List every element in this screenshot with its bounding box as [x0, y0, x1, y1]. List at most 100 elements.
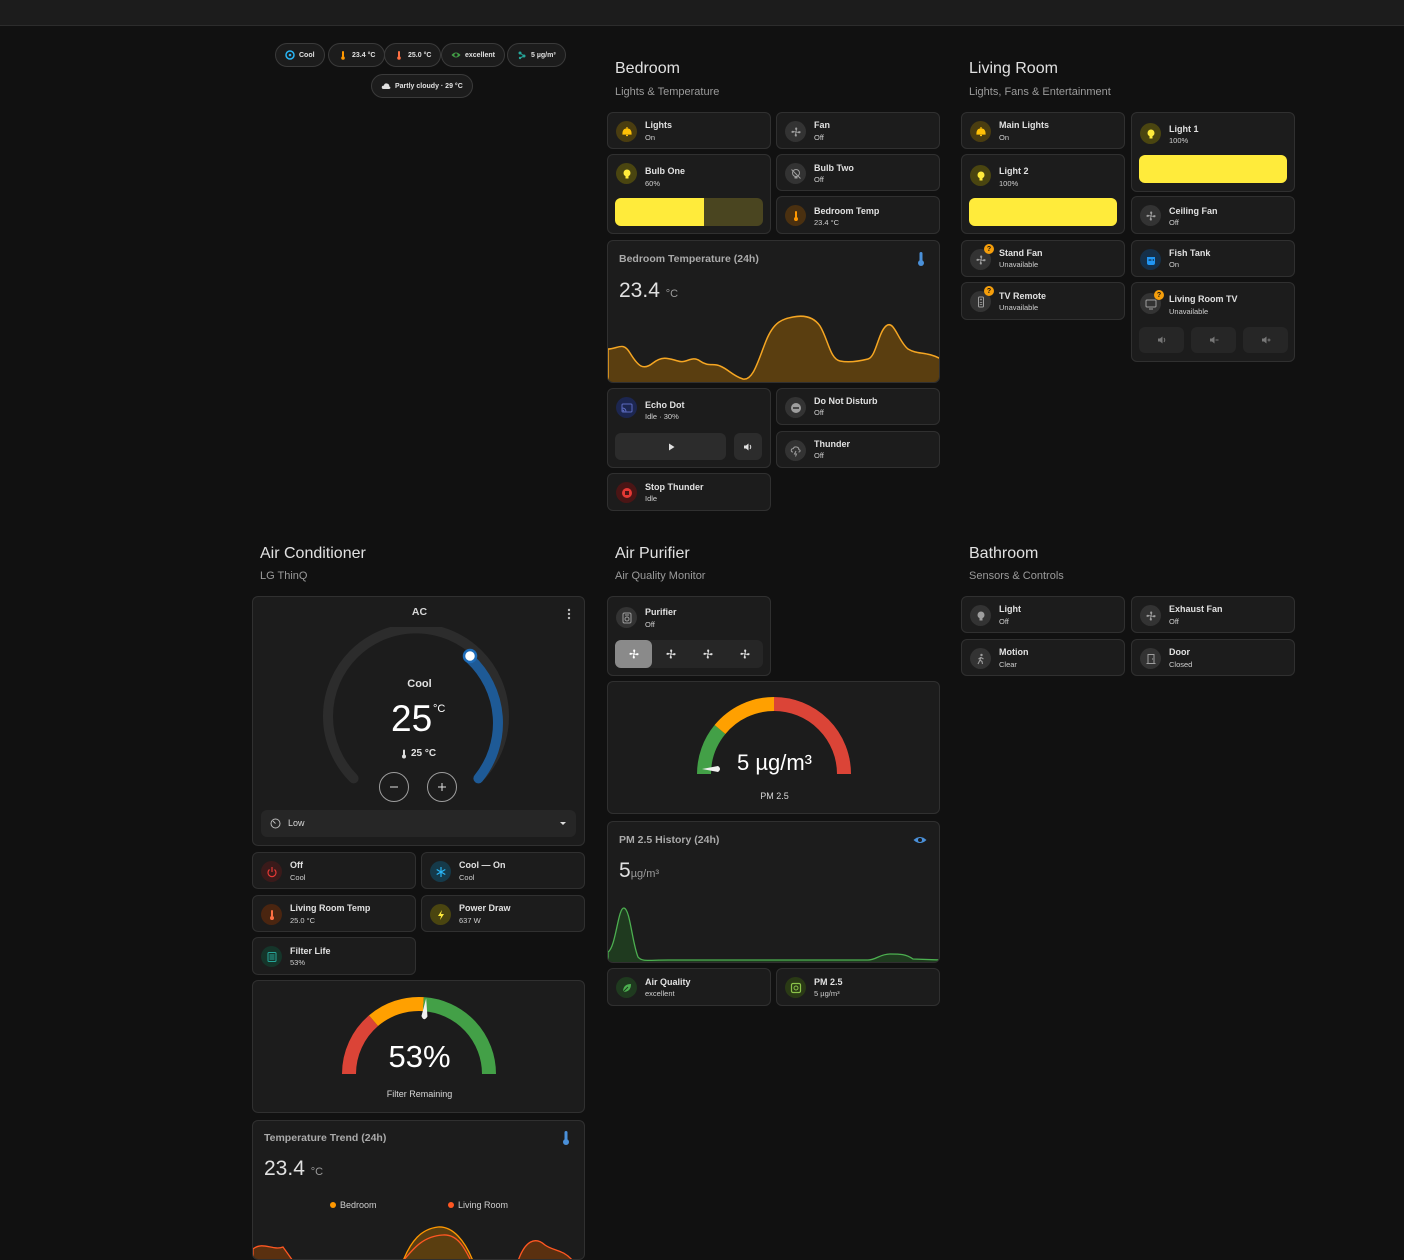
tile-main-lights[interactable]: Main Lights On: [961, 112, 1125, 149]
tile-state: Cool: [290, 873, 306, 882]
pm25-history-card[interactable]: PM 2.5 History (24h) 5µg/m³: [607, 821, 940, 963]
tile-name: Exhaust Fan: [1169, 604, 1223, 614]
brightness-fill: [969, 198, 1117, 226]
tile-motion[interactable]: Motion Clear: [961, 639, 1125, 676]
fan-speed-auto-button[interactable]: [615, 640, 652, 668]
chip-weather[interactable]: Partly cloudy · 29 °C: [371, 74, 473, 98]
tile-ceiling-fan[interactable]: Ceiling Fan Off: [1131, 196, 1295, 234]
fan-speed-medium-button[interactable]: [689, 640, 726, 668]
graph-value-number: 23.4: [619, 279, 660, 302]
brightness-fill: [615, 198, 704, 226]
chip-pm25[interactable]: 5 µg/m³: [507, 43, 566, 67]
tile-living-room-temp[interactable]: Living Room Temp 25.0 °C: [252, 895, 416, 932]
tile-name: Light 1: [1169, 124, 1199, 134]
tile-name: Off: [290, 860, 303, 870]
tile-state: Off: [814, 175, 824, 184]
tile-state: Off: [814, 408, 824, 417]
tile-state: Off: [645, 620, 655, 629]
gauge-needle: [421, 998, 428, 1020]
tile-exhaust-fan[interactable]: Exhaust Fan Off: [1131, 596, 1295, 633]
bulb-icon: [616, 163, 637, 184]
graph-value: 23.4 °C: [264, 1157, 323, 1181]
volume-plus-icon: [1261, 336, 1270, 344]
thermostat-target-unit: °C: [433, 703, 446, 715]
tile-bedroom-lights[interactable]: Lights On: [607, 112, 771, 149]
tile-bulb-two[interactable]: Bulb Two Off: [776, 154, 940, 191]
volume-minus-button[interactable]: [1191, 327, 1236, 353]
legend-label: Living Room: [458, 1200, 509, 1210]
tile-pm25[interactable]: PM 2.5 5 µg/m³: [776, 968, 940, 1006]
tile-filter-life[interactable]: Filter Life 53%: [252, 937, 416, 975]
legend-item-bedroom[interactable]: Bedroom: [330, 1200, 377, 1210]
tile-echo-dot[interactable]: Echo Dot Idle · 30%: [607, 388, 771, 468]
tile-light2[interactable]: Light 2 100%: [961, 154, 1125, 234]
tile-state: On: [999, 133, 1010, 142]
bedroom-temp-graph-card[interactable]: Bedroom Temperature (24h) 23.4 °C: [607, 240, 940, 383]
tile-state: 637 W: [459, 916, 481, 925]
fan-speed-high-button[interactable]: [726, 640, 763, 668]
tile-name: PM 2.5: [814, 977, 843, 987]
snowflake-icon: [430, 861, 451, 882]
increase-button[interactable]: [427, 772, 457, 802]
tile-door[interactable]: Door Closed: [1131, 639, 1295, 676]
dial-handle[interactable]: [462, 648, 478, 664]
brightness-slider[interactable]: [615, 198, 763, 226]
tile-fish-tank[interactable]: Fish Tank On: [1131, 240, 1295, 277]
chip-bedroom-temp[interactable]: 23.4 °C: [328, 43, 386, 67]
tile-name: Lights: [645, 120, 672, 130]
pm25-gauge-card[interactable]: 5 µg/m³ PM 2.5: [607, 681, 940, 814]
tile-tv-remote[interactable]: ? TV Remote Unavailable: [961, 282, 1125, 320]
tile-bathroom-light[interactable]: Light Off: [961, 596, 1125, 633]
ac-thermostat-card[interactable]: AC Cool 25 °C 25 °C Low: [252, 596, 585, 846]
fan-icon: [785, 121, 806, 142]
graph-value-unit: µg/m³: [630, 868, 660, 880]
fan-mode-value: Low: [288, 818, 305, 828]
tile-name: Motion: [999, 647, 1029, 657]
fan-speed-selector[interactable]: [615, 640, 763, 668]
tile-air-quality[interactable]: Air Quality excellent: [607, 968, 771, 1006]
thermostat-dial[interactable]: [323, 627, 515, 789]
tile-ac-off[interactable]: Off Cool: [252, 852, 416, 889]
tile-stand-fan[interactable]: ? Stand Fan Unavailable: [961, 240, 1125, 277]
legend-item-living-room[interactable]: Living Room: [448, 1200, 508, 1210]
volume-plus-button[interactable]: [1243, 327, 1288, 353]
tile-bedroom-fan[interactable]: Fan Off: [776, 112, 940, 149]
bathroom-title: Bathroom: [969, 545, 1039, 562]
chip-living-temp[interactable]: 25.0 °C: [384, 43, 442, 67]
filter-gauge-card[interactable]: 53% Filter Remaining: [252, 980, 585, 1113]
tile-bulb-one[interactable]: Bulb One 60%: [607, 154, 771, 234]
tile-state: excellent: [645, 989, 675, 998]
top-bar: [0, 0, 1404, 26]
unavailable-badge: ?: [984, 286, 994, 296]
fan-mode-select[interactable]: Low: [261, 810, 576, 837]
tile-name: Do Not Disturb: [814, 396, 878, 406]
brightness-slider[interactable]: [969, 198, 1117, 226]
tile-light1[interactable]: Light 1 100%: [1131, 112, 1295, 192]
chip-air-quality[interactable]: excellent: [441, 43, 505, 67]
tile-state: Off: [999, 617, 1009, 626]
chip-mode[interactable]: Cool: [275, 43, 325, 67]
play-button[interactable]: [615, 433, 726, 460]
brightness-slider[interactable]: [1139, 155, 1287, 183]
tile-bedroom-temp[interactable]: Bedroom Temp 23.4 °C: [776, 196, 940, 234]
temperature-trend-card[interactable]: Temperature Trend (24h) 23.4 °C Bedroom …: [252, 1120, 585, 1260]
tile-name: Fish Tank: [1169, 248, 1211, 258]
tile-ac-cool-on[interactable]: Cool — On Cool: [421, 852, 585, 889]
tile-name: Air Quality: [645, 977, 691, 987]
volume-button[interactable]: [734, 433, 762, 460]
decrease-button[interactable]: [379, 772, 409, 802]
fan-speed-low-button[interactable]: [652, 640, 689, 668]
pm25-gauge-value: 5 µg/m³: [736, 750, 813, 775]
volume-up-button[interactable]: [1139, 327, 1184, 353]
tile-living-tv[interactable]: ? Living Room TV Unavailable: [1131, 282, 1295, 362]
tile-thunder[interactable]: Thunder Off: [776, 431, 940, 468]
tile-stop-thunder[interactable]: Stop Thunder Idle: [607, 473, 771, 511]
tile-dnd[interactable]: Do Not Disturb Off: [776, 388, 940, 425]
tile-purifier[interactable]: Purifier Off: [607, 596, 771, 676]
walking-person-icon: [970, 648, 991, 669]
tile-name: Bulb Two: [814, 163, 854, 173]
more-menu-icon[interactable]: [565, 607, 573, 621]
tile-power-draw[interactable]: Power Draw 637 W: [421, 895, 585, 932]
tile-state: 25.0 °C: [290, 916, 316, 925]
chip-label: Partly cloudy · 29 °C: [395, 82, 463, 90]
